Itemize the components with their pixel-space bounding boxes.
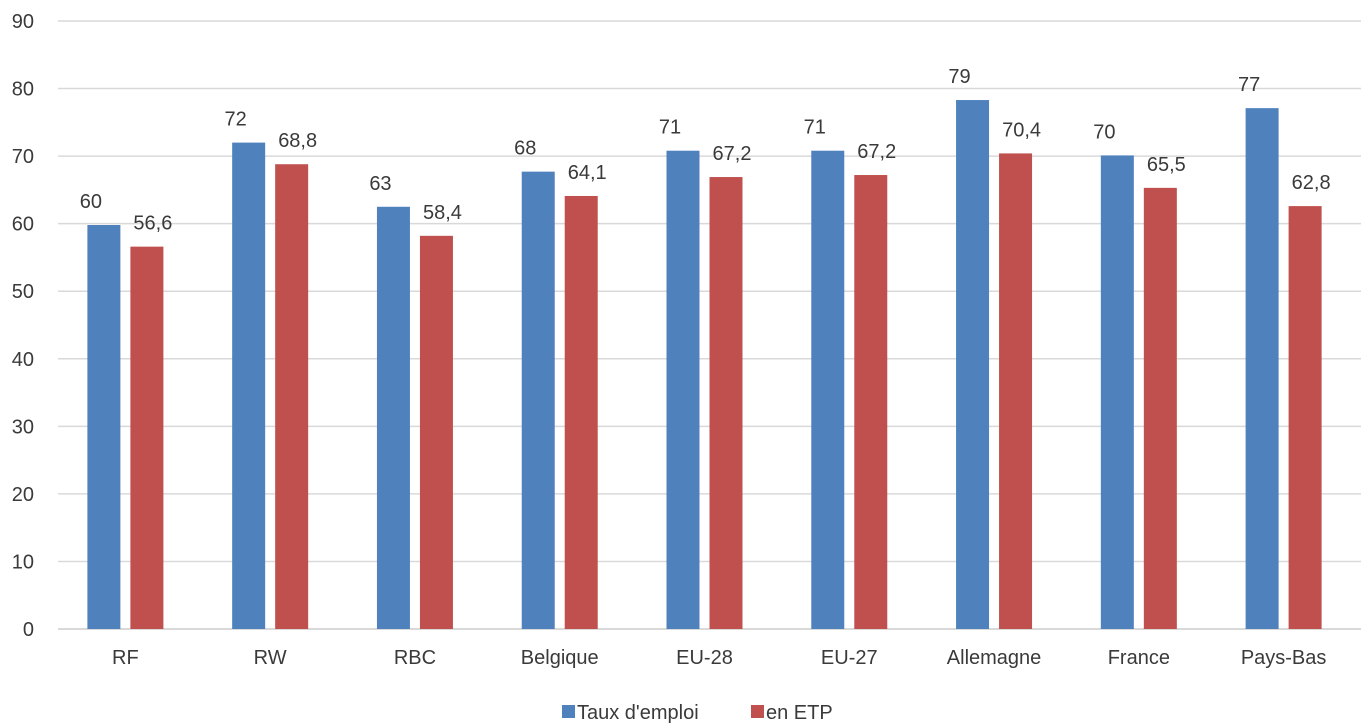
data-label: 71 — [804, 117, 826, 139]
bar-taux-emploi-allemagne — [956, 100, 990, 630]
data-label: 65,5 — [1147, 154, 1186, 176]
legend-swatch-taux-emploi — [562, 705, 575, 718]
x-tick-label: Belgique — [521, 647, 599, 669]
y-axis-ticks: 0 10 20 30 40 50 60 70 80 90 — [12, 11, 34, 641]
x-tick-label: RW — [254, 647, 287, 669]
bar-taux-emploi-rbc — [376, 206, 410, 629]
bar-en-etp-belgique — [564, 195, 598, 630]
bar-en-etp-rbc — [419, 235, 453, 629]
x-tick-label: RBC — [394, 647, 436, 669]
x-axis-labels: RF RW RBC Belgique EU-28 EU-27 Allemagne France… — [112, 647, 1326, 669]
legend-swatch-en-etp — [751, 705, 764, 718]
legend: Taux d'emploi en ETP — [562, 702, 833, 724]
bar-taux-emploi-pays-bas — [1245, 108, 1279, 629]
legend-label-taux-emploi: Taux d'emploi — [577, 702, 699, 724]
bar-en-etp-rw — [275, 164, 309, 629]
bar-taux-emploi-france — [1100, 155, 1134, 630]
data-label: 71 — [659, 117, 681, 139]
bar-en-etp-eu-27 — [854, 175, 888, 629]
y-tick-label: 30 — [12, 416, 34, 438]
data-label: 68,8 — [278, 130, 317, 152]
data-label: 58,4 — [423, 202, 462, 224]
data-label: 70,4 — [1002, 119, 1041, 141]
x-tick-label: Allemagne — [947, 647, 1042, 669]
data-label: 68 — [514, 138, 536, 160]
data-label: 64,1 — [568, 162, 607, 184]
y-tick-label: 0 — [23, 619, 34, 641]
bar-taux-emploi-eu-27 — [811, 150, 845, 629]
data-labels: 60 56,6 72 68,8 63 58,4 68 64,1 71 67,2 71 67,2 79 70… — [80, 66, 1331, 235]
data-label: 67,2 — [713, 143, 752, 165]
y-tick-label: 20 — [12, 484, 34, 506]
bar-en-etp-allemagne — [999, 153, 1033, 630]
y-tick-label: 80 — [12, 79, 34, 101]
x-tick-label: EU-28 — [676, 647, 733, 669]
data-label: 70 — [1093, 121, 1115, 143]
bar-taux-emploi-belgique — [521, 171, 555, 629]
bar-taux-emploi-rf — [87, 225, 121, 630]
x-tick-label: EU-27 — [821, 647, 878, 669]
x-tick-label: RF — [112, 647, 139, 669]
bar-en-etp-eu-28 — [709, 177, 743, 629]
y-tick-label: 40 — [12, 349, 34, 371]
data-label: 62,8 — [1292, 172, 1331, 194]
data-label: 77 — [1238, 74, 1260, 96]
data-label: 72 — [225, 109, 247, 131]
bar-taux-emploi-eu-28 — [666, 150, 700, 629]
data-label: 67,2 — [857, 141, 896, 163]
legend-label-en-etp: en ETP — [766, 702, 833, 724]
y-tick-label: 90 — [12, 11, 34, 33]
bar-en-etp-pays-bas — [1288, 206, 1322, 629]
y-tick-label: 70 — [12, 146, 34, 168]
y-tick-label: 60 — [12, 214, 34, 236]
x-tick-label: France — [1108, 647, 1170, 669]
y-tick-label: 10 — [12, 551, 34, 573]
bar-en-etp-rf — [130, 246, 164, 629]
data-label: 56,6 — [133, 213, 172, 235]
x-tick-label: Pays-Bas — [1241, 647, 1327, 669]
data-label: 63 — [369, 173, 391, 195]
data-label: 60 — [80, 191, 102, 213]
y-tick-label: 50 — [12, 281, 34, 303]
data-label: 79 — [948, 66, 970, 88]
bar-taux-emploi-rw — [232, 142, 266, 629]
bar-en-etp-france — [1143, 187, 1177, 629]
bars — [87, 100, 1322, 630]
